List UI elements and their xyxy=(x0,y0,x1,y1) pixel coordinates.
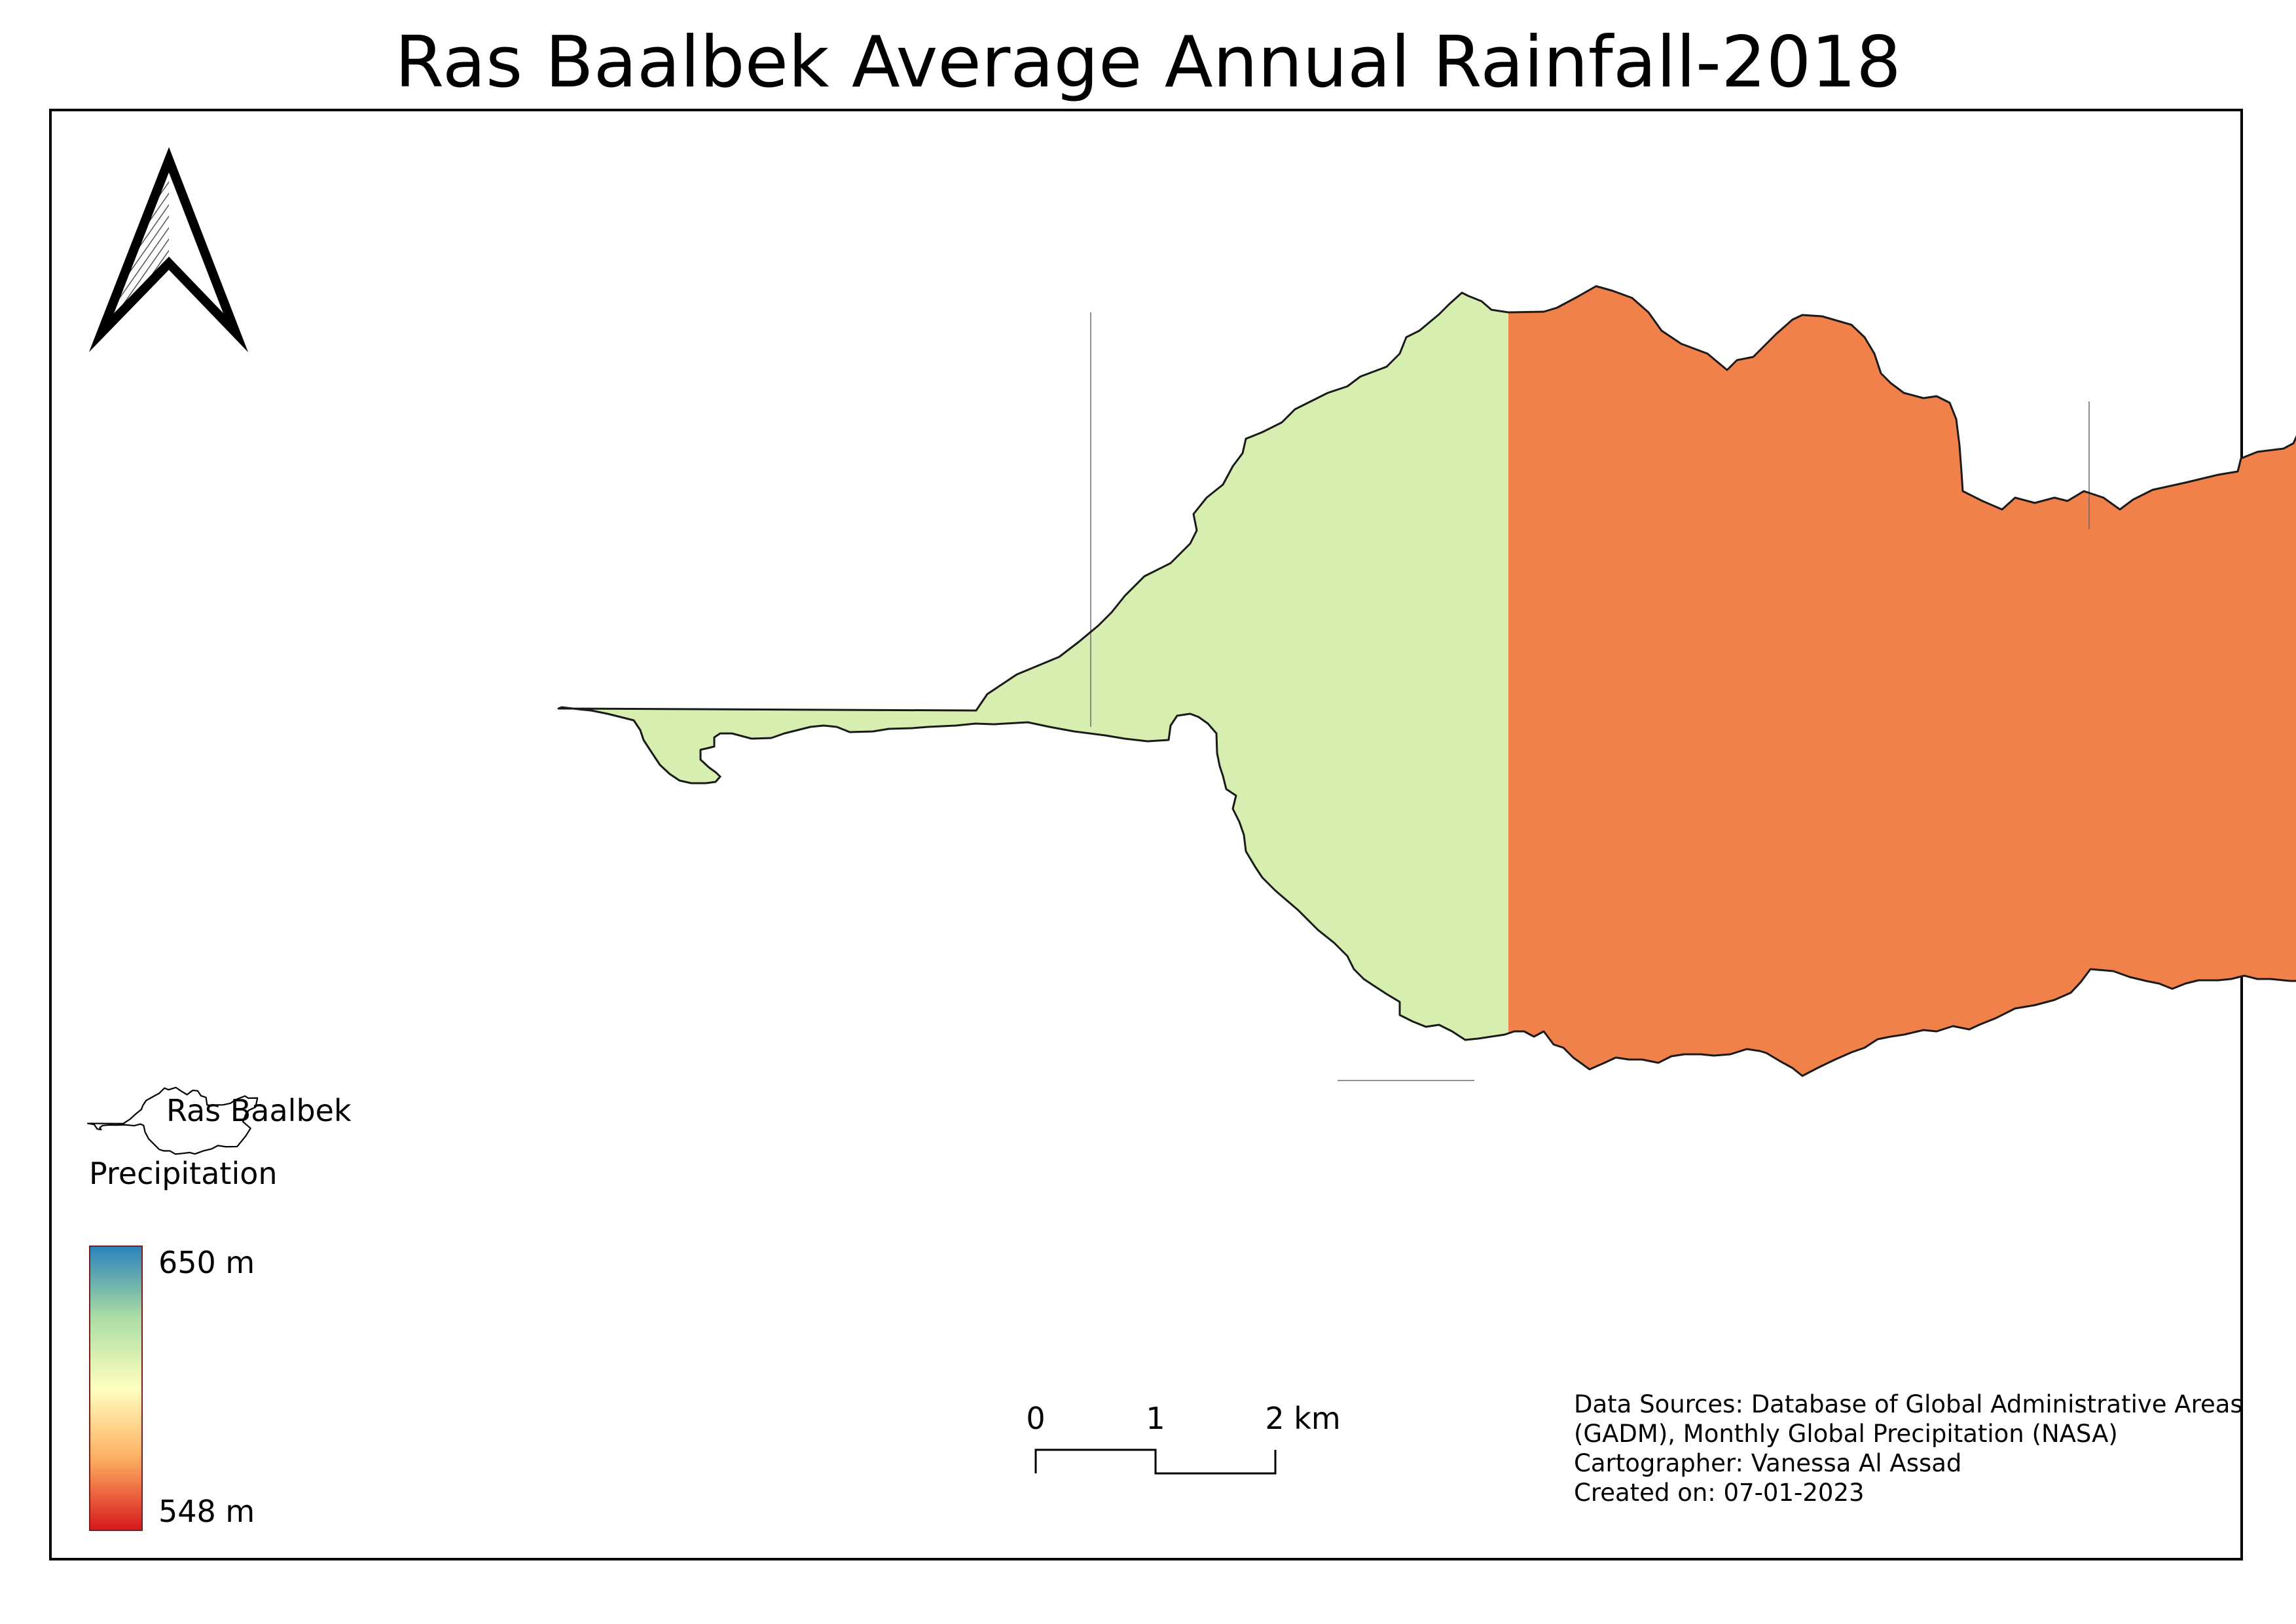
credits-line: Data Sources: Database of Global Adminis… xyxy=(1574,1390,2243,1418)
credits-line: (GADM), Monthly Global Precipitation (NA… xyxy=(1574,1420,2118,1448)
scale-bar-segment-1 xyxy=(1034,1449,1157,1473)
precipitation-color-ramp xyxy=(89,1246,143,1531)
credits-line: Created on: 07-01-2023 xyxy=(1574,1479,1865,1507)
ramp-max-label: 650 m xyxy=(158,1245,255,1280)
scale-label-0: 0 xyxy=(1026,1401,1046,1436)
map-title: Ras Baalbek Average Annual Rainfall-2018 xyxy=(395,22,1901,103)
north-arrow-icon xyxy=(88,147,249,352)
scale-label-1: 1 xyxy=(1146,1401,1165,1436)
legend-layer-label: Ras Baalbek xyxy=(166,1093,352,1128)
credits-line: Cartographer: Vanessa Al Assad xyxy=(1574,1449,1962,1477)
scale-bar xyxy=(1034,1449,1277,1475)
scale-label-2: 2 km xyxy=(1265,1401,1341,1436)
legend-title: Precipitation xyxy=(89,1156,278,1191)
credits-block: Data Sources: Database of Global Adminis… xyxy=(1574,1390,2243,1507)
ramp-min-label: 548 m xyxy=(158,1494,255,1529)
scale-bar-segment-2 xyxy=(1154,1450,1277,1475)
boundary-outline-icon xyxy=(86,1086,259,1155)
precipitation-raster xyxy=(558,286,2296,1076)
